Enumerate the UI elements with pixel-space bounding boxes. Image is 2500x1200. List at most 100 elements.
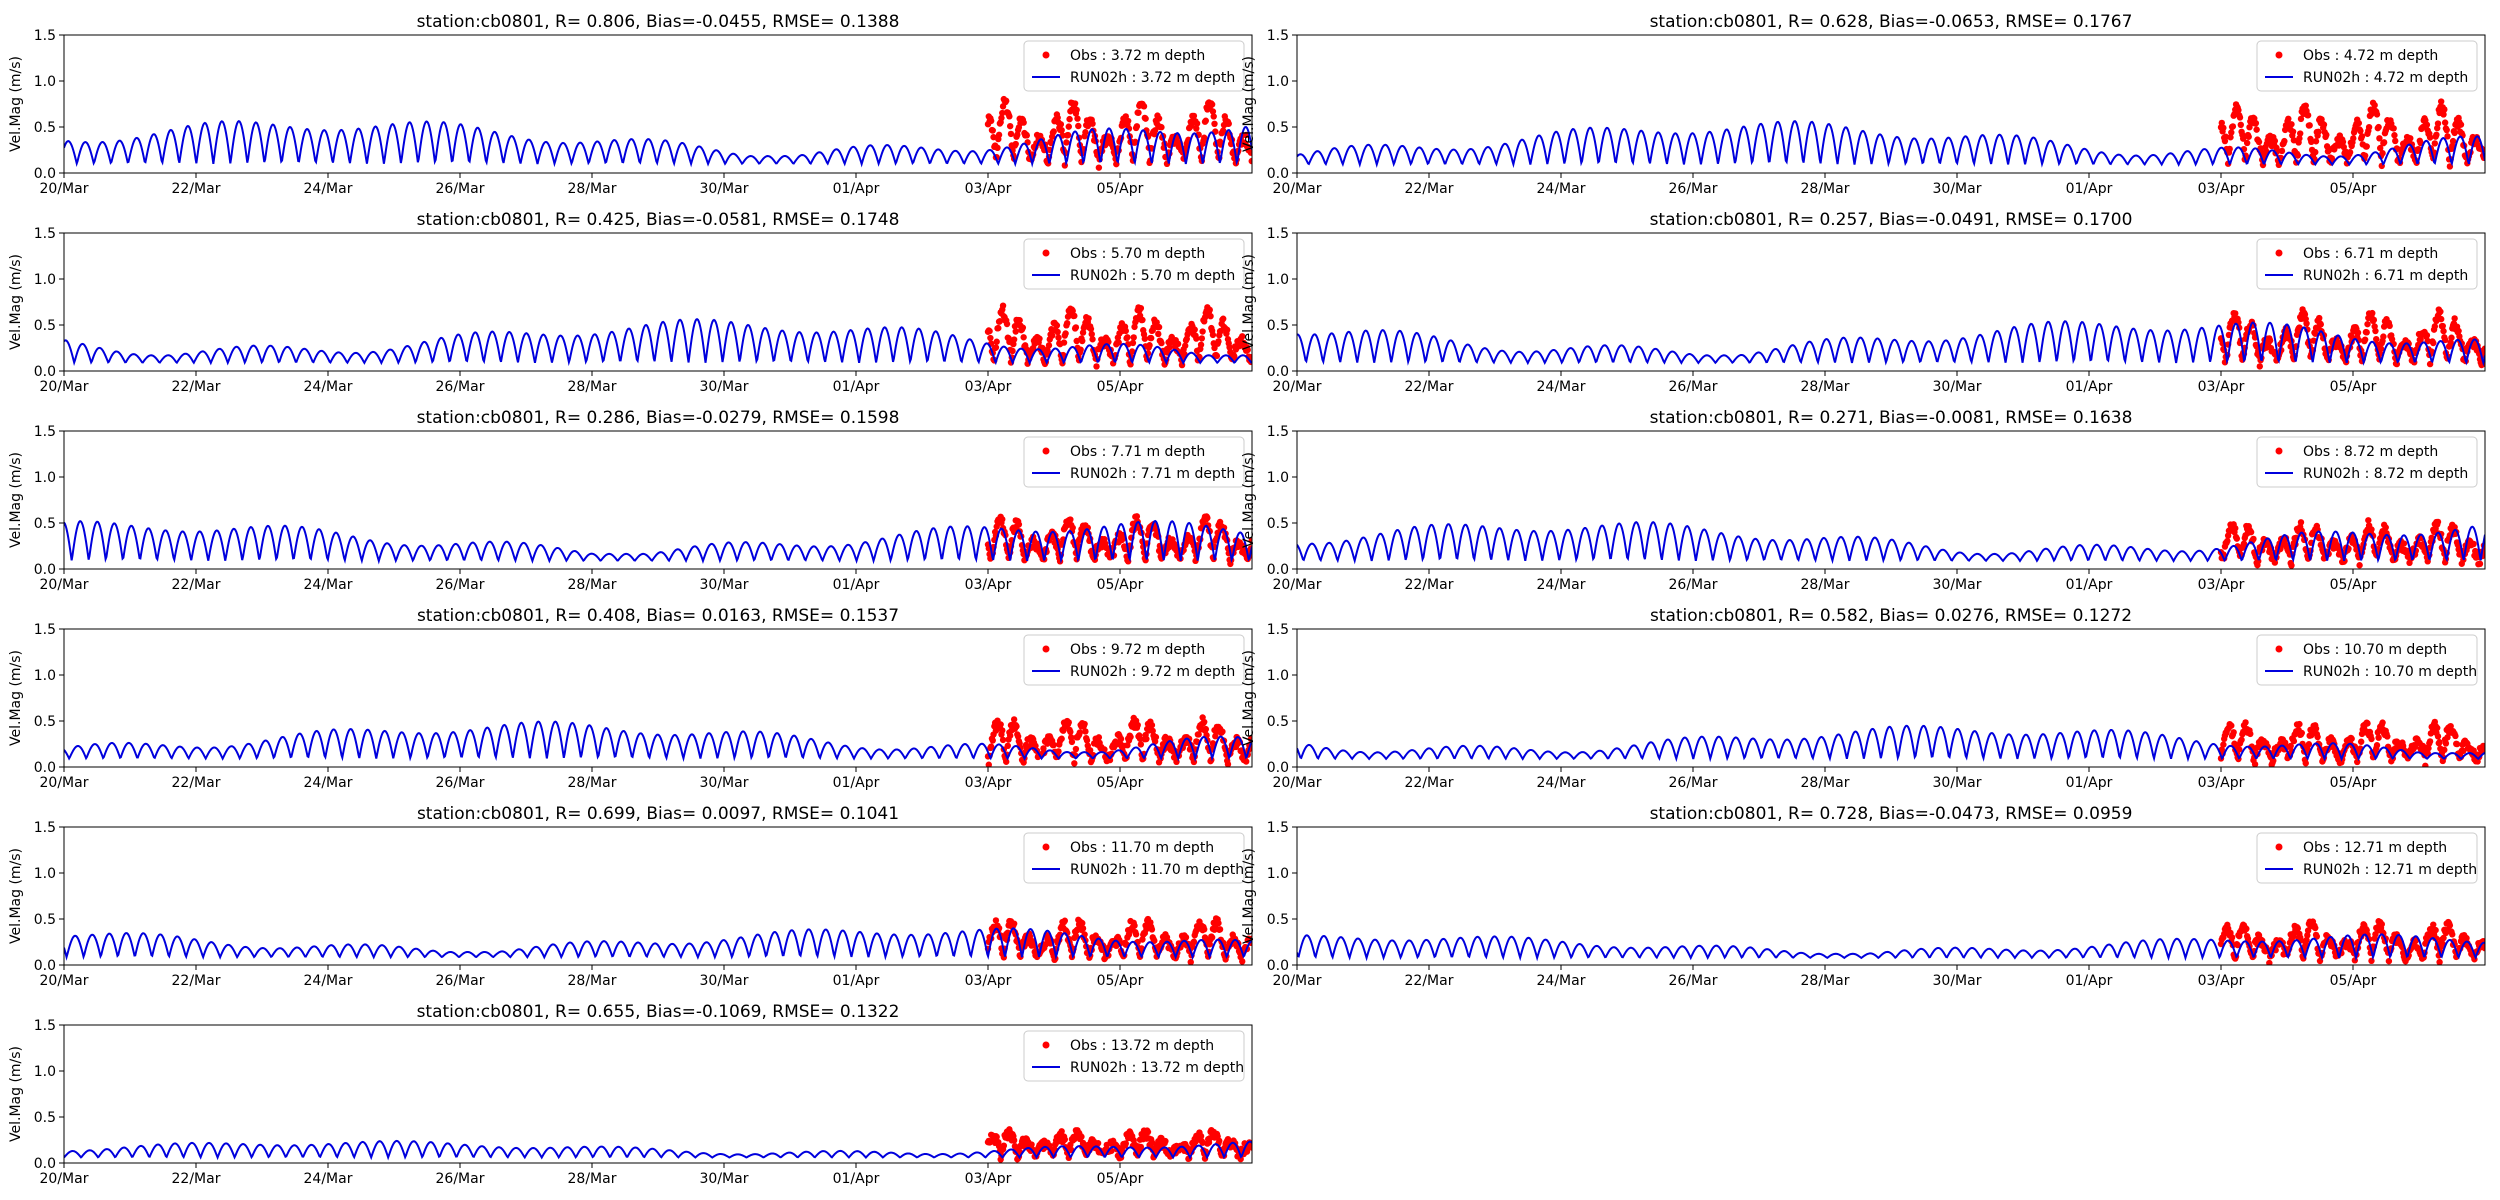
obs-point: [1215, 919, 1222, 927]
obs-point: [2380, 139, 2388, 146]
panel-9: station:cb0801, R= 0.699, Bias= 0.0097, …: [8, 804, 1253, 989]
obs-point: [1130, 1137, 1137, 1144]
x-tick-label: 22/Mar: [1405, 379, 1454, 395]
obs-point: [2285, 115, 2292, 123]
model-line: [64, 317, 1252, 367]
y-tick-label: 0.5: [34, 912, 56, 928]
obs-point: [2437, 315, 2445, 323]
obs-point: [1012, 140, 1019, 148]
obs-point: [1187, 958, 1194, 965]
obs-point: [2434, 724, 2441, 732]
obs-point: [2312, 148, 2319, 156]
obs-point: [2328, 155, 2336, 162]
obs-point: [2441, 119, 2449, 126]
x-tick-label: 26/Mar: [1669, 973, 1718, 989]
obs-point: [1141, 335, 1149, 342]
x-tick-label: 24/Mar: [1537, 379, 1586, 395]
obs-point: [1219, 728, 1226, 735]
obs-point: [1144, 1128, 1152, 1136]
obs-point: [1213, 352, 1221, 360]
y-tick-label: 0.0: [1267, 958, 1289, 974]
obs-point: [2436, 739, 2443, 746]
obs-point: [2380, 333, 2387, 340]
axes-frame: [63, 628, 1253, 768]
obs-point: [2220, 124, 2227, 132]
axes-frame: [63, 430, 1253, 570]
obs-point: [2252, 119, 2260, 127]
obs-point: [2304, 112, 2312, 119]
x-tick-label: 03/Apr: [2198, 181, 2245, 197]
obs-point: [2308, 138, 2315, 145]
x-tick-label: 20/Mar: [1273, 973, 1322, 989]
x-tick-label: 30/Mar: [1933, 379, 1982, 395]
obs-point: [1147, 334, 1155, 342]
obs-point: [1086, 747, 1094, 754]
y-tick-label: 0.5: [34, 516, 56, 532]
x-tick-label: 24/Mar: [1537, 973, 1586, 989]
x-tick-label: 24/Mar: [304, 973, 353, 989]
obs-point: [999, 727, 1006, 734]
y-tick-label: 1.0: [1267, 668, 1289, 684]
legend-box: [2256, 40, 2478, 92]
legend-model-label: RUN02h : 10.70 m depth: [2303, 664, 2477, 680]
obs-point: [2228, 722, 2235, 729]
obs-point: [2364, 720, 2371, 727]
legend-model-label: RUN02h : 4.72 m depth: [2303, 70, 2468, 86]
obs-point: [1065, 123, 1072, 130]
x-tick-label: 30/Mar: [700, 181, 749, 197]
obs-point: [1068, 738, 1076, 746]
x-tick-label: 05/Apr: [1097, 379, 1144, 395]
obs-point: [995, 131, 1003, 139]
obs-point: [1010, 1137, 1018, 1144]
obs-point: [1124, 117, 1132, 125]
x-tick-label: 28/Mar: [568, 775, 617, 791]
legend-box: [2256, 634, 2478, 686]
obs-point: [2237, 121, 2244, 128]
obs-point: [1122, 327, 1130, 335]
obs-point: [1248, 735, 1252, 742]
obs-point: [2426, 738, 2434, 745]
obs-point: [2363, 143, 2370, 150]
axes-frame: [1296, 430, 2486, 570]
obs-point: [1242, 758, 1250, 765]
obs-point: [2296, 720, 2303, 728]
legend-obs-marker: [1042, 645, 1050, 653]
y-tick-label: 1.0: [1267, 866, 1289, 882]
obs-point: [2303, 320, 2310, 327]
model-line: [64, 119, 1252, 168]
obs-point: [2368, 957, 2375, 965]
obs-point: [1202, 725, 1210, 733]
obs-point: [1149, 727, 1156, 735]
legend-obs-marker: [1042, 1041, 1050, 1049]
obs-point: [1089, 336, 1096, 343]
y-tick-label: 1.5: [34, 1018, 56, 1034]
y-axis-label: Vel.Mag (m/s): [1241, 254, 1257, 350]
obs-point: [1072, 932, 1080, 940]
x-tick-label: 01/Apr: [833, 181, 880, 197]
obs-point: [1202, 117, 1210, 124]
obs-point: [1054, 114, 1061, 121]
obs-point: [2441, 336, 2449, 344]
x-tick-label: 28/Mar: [1801, 973, 1850, 989]
panel-7: station:cb0801, R= 0.408, Bias= 0.0163, …: [8, 606, 1253, 791]
x-tick-label: 05/Apr: [2330, 181, 2377, 197]
obs-point: [2441, 746, 2448, 754]
y-tick-label: 1.0: [34, 866, 56, 882]
obs-point: [2379, 719, 2386, 726]
obs-point: [2242, 719, 2249, 726]
obs-point: [1247, 149, 1252, 156]
x-tick-label: 30/Mar: [1933, 181, 1982, 197]
obs-point: [2354, 329, 2362, 336]
obs-point: [998, 114, 1005, 122]
obs-point: [2302, 759, 2309, 767]
legend: Obs : 13.72 m depth RUN02h : 13.72 m dept…: [1023, 1030, 1245, 1082]
obs-point: [1003, 320, 1011, 328]
obs-point: [2296, 324, 2303, 331]
obs-point: [1190, 758, 1198, 766]
obs-point: [2451, 129, 2458, 137]
x-tick-label: 03/Apr: [965, 379, 1012, 395]
obs-point: [1000, 1142, 1008, 1149]
panel-title: station:cb0801, R= 0.257, Bias=-0.0491, …: [1650, 210, 2133, 230]
panel-1: station:cb0801, R= 0.806, Bias=-0.0455, …: [8, 12, 1253, 197]
obs-point: [1088, 330, 1095, 338]
